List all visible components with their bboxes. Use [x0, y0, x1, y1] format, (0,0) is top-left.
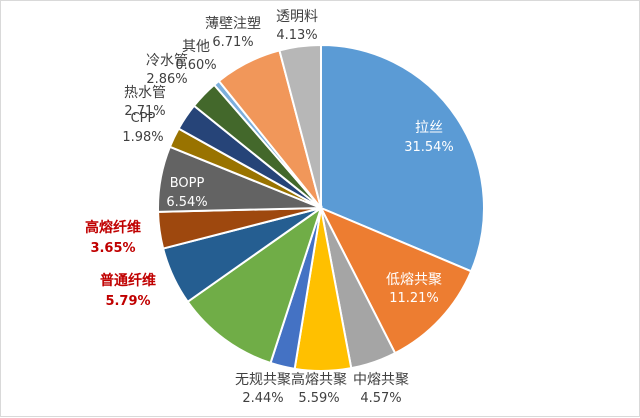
slice-name-label: 拉丝	[415, 120, 443, 136]
slice-label-11: 冷水管 2.86%	[146, 53, 188, 87]
slice-name-label: 无规共聚	[235, 372, 291, 388]
slice-value-label: 6.54%	[166, 195, 207, 210]
slice-value-label: 6.71%	[212, 35, 253, 50]
slice-value-label: 1.98%	[122, 130, 163, 145]
slice-label-2: 中熔共聚 4.57%	[353, 372, 409, 406]
slice-value-label: 11.21%	[389, 291, 439, 306]
slice-name-label: 冷水管	[146, 53, 188, 69]
pie-slice-0	[320, 43, 485, 273]
pie-slices	[157, 43, 485, 372]
slice-value-label: 3.65%	[90, 241, 135, 256]
slice-label-8: BOPP 6.54%	[166, 176, 207, 210]
slice-value-label: 4.57%	[360, 391, 401, 406]
slice-name-label: 低熔共聚	[386, 272, 442, 288]
slice-value-label: 0.60%	[175, 58, 216, 73]
slice-name-label: 薄壁注塑	[205, 16, 261, 32]
pie-slice-14	[278, 43, 322, 209]
slice-value-label: 2.71%	[124, 104, 165, 119]
slice-name-label: 透明料	[276, 9, 318, 25]
slice-label-10: 热水管 2.71%	[124, 85, 166, 119]
slice-name-label: 高熔共聚	[291, 371, 347, 388]
slice-value-label: 4.13%	[276, 28, 317, 43]
slice-value-label: 5.79%	[105, 294, 150, 309]
slice-label-13: 薄壁注塑 6.71%	[205, 16, 261, 50]
slice-name-label: 其他	[182, 39, 210, 55]
slice-label-1: 低熔共聚 11.21%	[386, 272, 442, 306]
slice-name-label: BOPP	[170, 176, 205, 191]
slice-name-label: 高熔纤维	[85, 219, 141, 236]
slice-label-14: 透明料 4.13%	[276, 9, 318, 43]
slice-name-label: 普通纤维	[100, 272, 156, 289]
slice-label-3: 高熔共聚 5.59%	[291, 371, 347, 406]
pie-labels: 拉丝 31.54% 低熔共聚 11.21% 中熔共聚 4.57% 高熔共聚 5.59% 无规共聚…	[85, 9, 454, 406]
slice-value-label: 5.59%	[298, 391, 339, 406]
slice-label-12: 其他 0.60%	[175, 39, 216, 73]
slice-name-label: 热水管	[124, 85, 166, 101]
slice-name-label: CPP	[131, 111, 156, 126]
slice-label-6: 普通纤维 5.79%	[100, 272, 156, 309]
slice-value-label: 2.44%	[242, 391, 283, 406]
pie-slice-5	[186, 205, 323, 365]
pie-slice-1	[318, 206, 473, 355]
slice-name-label: 中熔共聚	[353, 372, 409, 388]
slice-label-9: CPP 1.98%	[122, 111, 163, 145]
slice-value-label: 2.86%	[146, 72, 187, 87]
slice-label-0: 拉丝 31.54%	[404, 120, 454, 155]
slice-label-4: 无规共聚 2.44%	[235, 372, 291, 406]
slice-label-7: 高熔纤维 3.65%	[85, 219, 141, 256]
slice-value-label: 31.54%	[404, 140, 454, 155]
